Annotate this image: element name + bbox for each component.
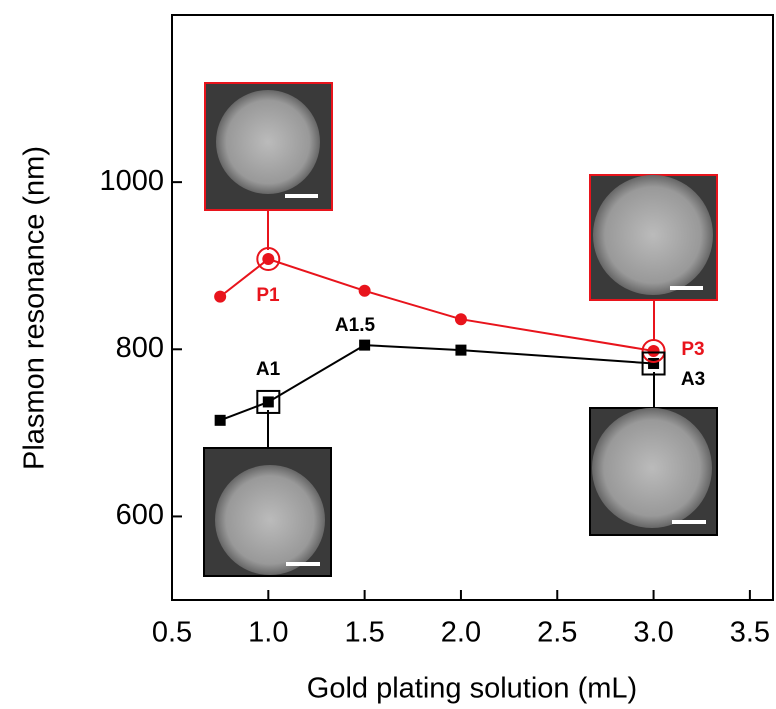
point [262, 396, 274, 408]
point [262, 253, 275, 266]
x-tick-label: 3.5 [730, 617, 770, 649]
x-tick-label: 0.5 [152, 617, 192, 649]
series-line [219, 344, 654, 422]
series-line [219, 257, 654, 352]
x-axis-label: Gold plating solution (mL) [307, 673, 637, 705]
highlight-ring [641, 338, 666, 363]
highlight-ring [256, 247, 281, 272]
x-tick-label: 2.5 [537, 617, 577, 649]
y-axis-label: Plasmon resonance (nm) [19, 146, 51, 470]
point [455, 344, 467, 356]
y-tick-label: 1000 [99, 165, 164, 197]
point [647, 344, 660, 357]
annotation: P1 [256, 285, 280, 306]
inset-images [203, 82, 718, 577]
point [454, 313, 467, 326]
annotation: A1 [256, 359, 281, 380]
x-tick-label: 2.0 [441, 617, 481, 649]
y-tick-label: 600 [116, 499, 164, 531]
point [359, 339, 371, 351]
x-tick-label: 3.0 [633, 617, 673, 649]
annotation: P3 [681, 339, 704, 360]
point [648, 357, 660, 369]
plot-frame [171, 14, 774, 601]
x-tick-label: 1.0 [248, 617, 288, 649]
annotation: A1.5 [335, 315, 376, 336]
x-tick-label: 1.5 [344, 617, 384, 649]
point [358, 284, 371, 297]
highlight-box [256, 389, 281, 414]
y-tick-label: 800 [116, 332, 164, 364]
point [214, 290, 227, 303]
annotation: A3 [681, 369, 705, 390]
highlight-box [641, 351, 666, 376]
point [214, 414, 226, 426]
